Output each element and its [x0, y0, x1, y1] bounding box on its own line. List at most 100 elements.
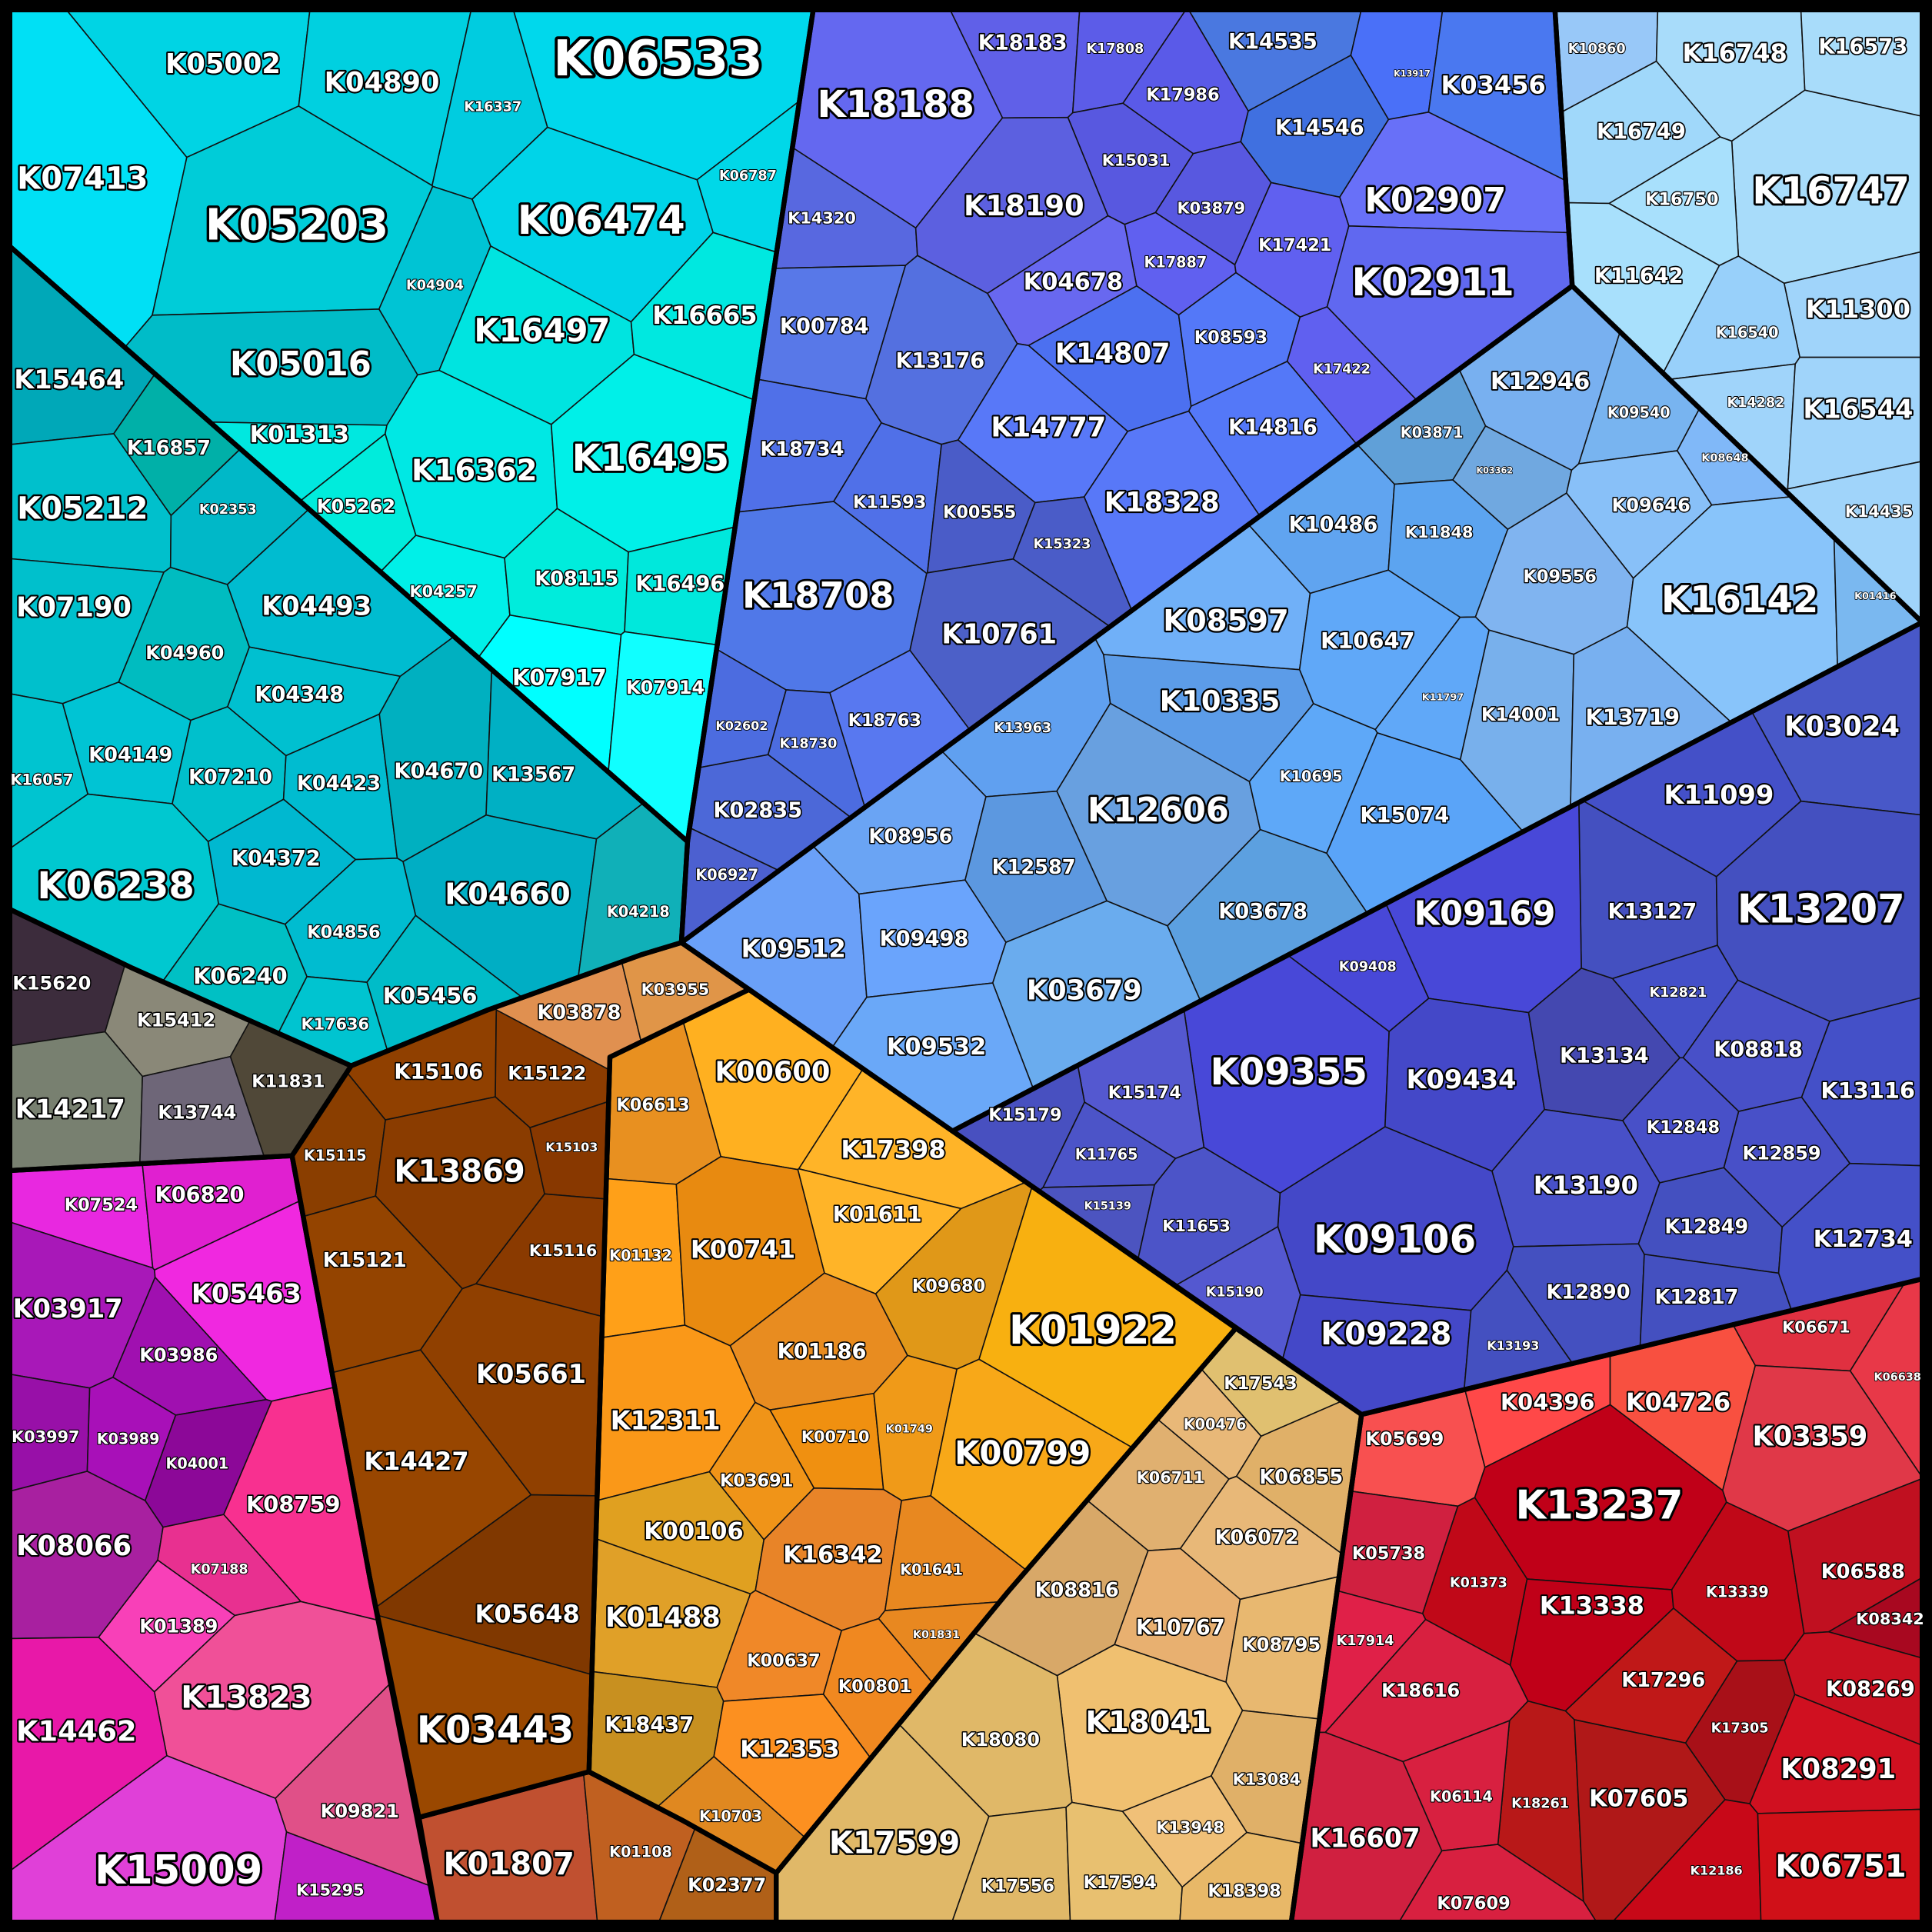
cell-label: K18730 — [779, 737, 837, 752]
cell-label: K07917 — [512, 665, 607, 691]
cell-label: K16495 — [572, 437, 729, 480]
cell-label: K00799 — [954, 1434, 1091, 1471]
cell-label: K08291 — [1780, 1754, 1896, 1785]
cell-label: K04348 — [255, 683, 344, 707]
cell-label: K01132 — [609, 1247, 672, 1264]
cell-label: K11831 — [251, 1072, 325, 1092]
cell-label: K16142 — [1661, 578, 1818, 621]
cell-label: K18328 — [1104, 487, 1220, 518]
cell-label: K04396 — [1501, 1389, 1595, 1415]
cell-label: K06238 — [37, 864, 194, 908]
cell-label: K17914 — [1337, 1634, 1394, 1649]
cell-label: K17556 — [981, 1877, 1054, 1897]
cell-label: K14217 — [15, 1094, 125, 1124]
cell-label: K12606 — [1088, 791, 1229, 830]
cell-label: K13963 — [994, 721, 1051, 736]
cell-label: K16857 — [127, 437, 211, 460]
cell-label: K15295 — [296, 1881, 365, 1900]
cell-label: K18080 — [961, 1729, 1040, 1750]
cell-label: K03878 — [537, 1001, 621, 1024]
cell-label: K08795 — [1242, 1634, 1321, 1656]
cell-label: K01831 — [913, 1629, 960, 1641]
cell-label: K15074 — [1360, 804, 1449, 828]
cell-label: K17398 — [841, 1135, 945, 1164]
cell-label: K10761 — [941, 619, 1057, 651]
cell-label: K15031 — [1102, 151, 1171, 169]
cell-label: K06855 — [1259, 1466, 1343, 1489]
cell-label: K02353 — [199, 502, 257, 518]
outer-border — [4, 4, 1928, 1928]
cell-label: K06820 — [155, 1183, 245, 1207]
cell-label: K15122 — [508, 1062, 586, 1084]
cell-label: K12587 — [992, 856, 1076, 879]
cell-label: K17986 — [1146, 85, 1219, 105]
cell-label: K05212 — [17, 491, 148, 527]
cell-label: K04904 — [406, 278, 464, 294]
cell-label: K12734 — [1814, 1226, 1913, 1253]
cell-label: K12311 — [611, 1406, 721, 1436]
cell-label: K18183 — [978, 32, 1068, 55]
cell-label: K17296 — [1621, 1669, 1705, 1692]
cell-label: K01922 — [1009, 1307, 1177, 1354]
cell-label: K08115 — [535, 568, 618, 591]
cell-label: K17599 — [829, 1826, 960, 1861]
cell-label: K05203 — [205, 201, 389, 251]
cell-label: K05456 — [383, 982, 478, 1008]
cell-label: K06787 — [719, 168, 777, 184]
cell-label: K15464 — [14, 365, 124, 395]
cell-label: K16748 — [1683, 38, 1787, 68]
cell-label: K16749 — [1597, 120, 1686, 144]
cell-label: K18190 — [964, 189, 1084, 222]
cell-label: K09498 — [880, 927, 969, 951]
cell-label: K18437 — [605, 1713, 694, 1737]
cell-label: K01488 — [605, 1602, 721, 1634]
cell-label: K06072 — [1215, 1526, 1299, 1549]
cell-label: K08593 — [1194, 328, 1267, 348]
cell-label: K14282 — [1727, 395, 1784, 411]
cell-label: K13744 — [158, 1102, 236, 1124]
borders — [4, 4, 1928, 1928]
cell-label: K11765 — [1075, 1146, 1138, 1164]
cell-label: K04372 — [232, 847, 321, 871]
cell-label: K16362 — [411, 453, 538, 488]
cell-label: K07609 — [1437, 1894, 1510, 1914]
cell-label: K18734 — [760, 438, 844, 461]
cell-label: K15190 — [1206, 1285, 1264, 1301]
cell-label: K09646 — [1612, 495, 1690, 516]
cell-label: K00106 — [644, 1518, 743, 1545]
cell-label: K13116 — [1820, 1078, 1915, 1104]
cell-label: K15139 — [1084, 1200, 1131, 1212]
cell-label: K01807 — [443, 1847, 574, 1882]
cell-label: K07210 — [188, 766, 272, 789]
cell-label: K03871 — [1401, 424, 1464, 441]
cell-label: K14535 — [1228, 30, 1317, 54]
cell-label: K09228 — [1321, 1317, 1451, 1352]
cell-label: K10703 — [699, 1807, 762, 1825]
cell-label: K16544 — [1803, 394, 1913, 424]
cell-label: K15106 — [394, 1060, 483, 1084]
cell-label: K08759 — [246, 1491, 341, 1517]
cell-label: K13948 — [1156, 1818, 1224, 1837]
cell-label: K08066 — [16, 1531, 132, 1562]
cell-label: K15174 — [1108, 1083, 1181, 1103]
cell-label: K16573 — [1818, 35, 1907, 58]
cell-label: K09532 — [887, 1034, 986, 1061]
cell-label: K08597 — [1163, 604, 1289, 638]
cell-label: K15179 — [988, 1105, 1061, 1125]
cell-label: K09540 — [1607, 404, 1671, 421]
cell-label: K13134 — [1560, 1044, 1649, 1068]
cell-label: K00637 — [747, 1651, 820, 1671]
cell-label: K07413 — [17, 161, 148, 196]
cell-label: K07188 — [191, 1562, 248, 1577]
cell-label: K12849 — [1664, 1216, 1748, 1239]
cell-label: K09408 — [1339, 960, 1397, 975]
cell-label: K14777 — [991, 411, 1106, 443]
cell-label: K13084 — [1233, 1770, 1301, 1788]
cell-label: K01389 — [139, 1616, 218, 1637]
cell-label: K18041 — [1085, 1705, 1211, 1740]
cell-label: K03917 — [13, 1294, 123, 1324]
cell-label: K15323 — [1033, 537, 1091, 552]
cell-label: K12946 — [1491, 368, 1590, 395]
cell-label: K13869 — [394, 1154, 525, 1190]
